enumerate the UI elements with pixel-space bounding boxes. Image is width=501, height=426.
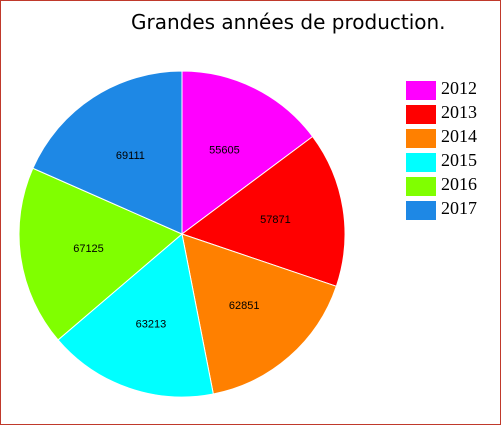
legend-label: 2017 <box>441 198 477 218</box>
pie-slice-2016 <box>18 167 183 341</box>
slice-value-label: 55605 <box>209 145 240 157</box>
legend-label: 2016 <box>441 174 477 194</box>
slice-value-label: 67125 <box>73 243 104 255</box>
legend-swatch <box>406 177 436 196</box>
legend-label: 2015 <box>441 150 477 170</box>
legend-label: 2014 <box>441 126 477 146</box>
pie-slice-2017 <box>32 70 183 235</box>
legend-label: 2012 <box>441 78 477 98</box>
legend-swatch <box>406 153 436 172</box>
pie-slice-2012 <box>181 70 314 235</box>
legend-label: 2013 <box>441 102 477 122</box>
chart-title: Grandes années de production. <box>131 10 446 34</box>
slice-value-label: 63213 <box>136 318 167 330</box>
slice-value-label: 57871 <box>260 214 291 226</box>
slice-value-label: 69111 <box>116 150 145 162</box>
legend-swatch <box>406 105 436 124</box>
pie-slice-2013 <box>180 135 346 287</box>
legend-swatch <box>406 129 436 148</box>
slice-value-label: 62851 <box>229 300 260 312</box>
pie-slice-2014 <box>181 233 338 395</box>
pie-slice-2015 <box>57 233 214 398</box>
legend-swatch <box>406 201 436 220</box>
legend-swatch <box>406 81 436 100</box>
